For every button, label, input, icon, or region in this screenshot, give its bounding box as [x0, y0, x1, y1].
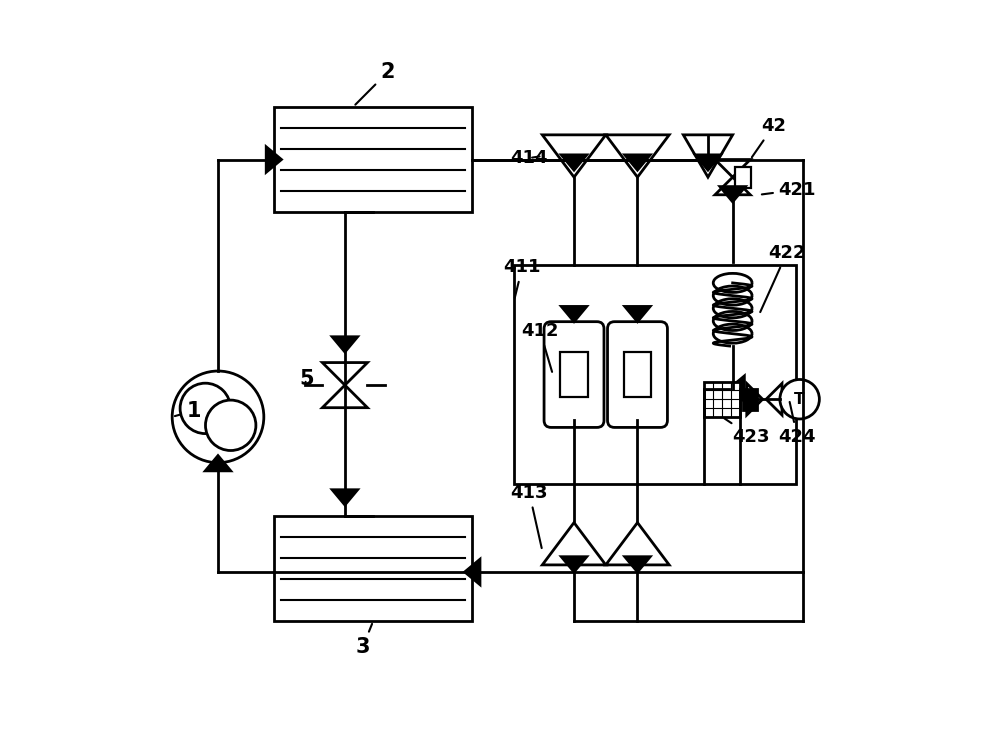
Polygon shape	[542, 523, 606, 565]
Text: 413: 413	[511, 484, 548, 548]
Text: 424: 424	[778, 402, 816, 445]
Polygon shape	[205, 456, 231, 471]
Text: 5: 5	[299, 369, 314, 389]
Polygon shape	[625, 306, 650, 322]
Circle shape	[172, 371, 264, 462]
Text: 414: 414	[511, 149, 548, 167]
Polygon shape	[606, 523, 669, 565]
Polygon shape	[332, 337, 358, 352]
Polygon shape	[465, 559, 480, 584]
Bar	[704, 381, 740, 417]
Circle shape	[180, 383, 231, 434]
Text: 2: 2	[355, 62, 395, 104]
Text: 3: 3	[355, 624, 372, 657]
Polygon shape	[715, 177, 750, 195]
FancyBboxPatch shape	[544, 322, 604, 428]
Polygon shape	[625, 155, 650, 170]
Polygon shape	[715, 159, 750, 177]
Polygon shape	[683, 135, 733, 177]
Polygon shape	[561, 556, 587, 572]
Text: 423: 423	[724, 418, 770, 445]
Polygon shape	[606, 135, 669, 177]
Polygon shape	[747, 384, 763, 415]
Polygon shape	[266, 147, 281, 172]
Text: T: T	[794, 392, 805, 406]
Bar	[743, 389, 757, 410]
Polygon shape	[766, 384, 782, 415]
Text: 42: 42	[752, 118, 786, 157]
Text: 411: 411	[504, 258, 541, 298]
Bar	[735, 167, 751, 187]
Polygon shape	[561, 155, 587, 170]
Bar	[624, 351, 651, 398]
Circle shape	[205, 400, 256, 451]
Bar	[560, 351, 588, 398]
Bar	[274, 515, 472, 621]
Circle shape	[780, 379, 819, 419]
Polygon shape	[322, 362, 367, 385]
Bar	[274, 107, 472, 212]
Text: 421: 421	[762, 181, 816, 198]
Polygon shape	[729, 376, 744, 401]
Bar	[514, 265, 796, 484]
Polygon shape	[542, 135, 606, 177]
Text: 422: 422	[760, 244, 805, 312]
Text: 1: 1	[175, 401, 201, 421]
Polygon shape	[625, 556, 650, 572]
Polygon shape	[695, 155, 721, 170]
Polygon shape	[322, 385, 367, 408]
Polygon shape	[332, 490, 358, 505]
Polygon shape	[561, 306, 587, 322]
FancyBboxPatch shape	[608, 322, 667, 428]
Polygon shape	[720, 187, 745, 202]
Text: 412: 412	[521, 322, 559, 372]
